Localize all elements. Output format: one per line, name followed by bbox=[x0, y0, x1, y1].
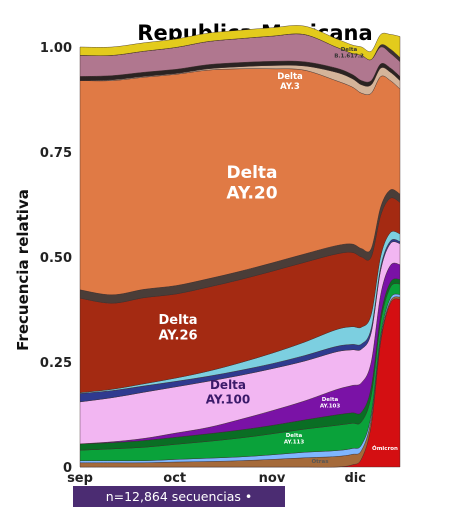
x-tick-label: nov bbox=[259, 471, 286, 486]
x-tick-label: sep bbox=[67, 471, 93, 486]
y-axis-label: Frecuencia relativa bbox=[14, 189, 32, 351]
y-tick-label: 0 bbox=[63, 461, 72, 476]
area-label-ay20: Delta AY.20 bbox=[226, 163, 277, 203]
area-label-otras: Otras bbox=[311, 459, 329, 465]
area-label-omicron: Ómicron bbox=[372, 445, 398, 452]
y-tick-label: 0.75 bbox=[40, 146, 72, 161]
sample-count-banner: n=12,864 secuencias • bbox=[73, 486, 285, 507]
y-tick-label: 1.00 bbox=[40, 41, 72, 56]
y-tick-label: 0.50 bbox=[40, 251, 72, 266]
y-tick-label: 0.25 bbox=[40, 356, 72, 371]
y-axis-ticks: 0 0.25 0.50 0.75 1.00 bbox=[40, 41, 72, 476]
area-label-ay100: Delta AY.100 bbox=[206, 378, 250, 406]
x-tick-label: dic bbox=[344, 471, 365, 486]
area-label-ay103: Delta AY.103 bbox=[320, 397, 341, 410]
area-labels: Delta AY.20 Delta AY.26 Delta AY.100 Delta AY.3… bbox=[158, 47, 398, 465]
area-label-ay3: Delta AY.3 bbox=[277, 72, 303, 92]
area-label-ay113: Delta AY.113 bbox=[284, 433, 305, 446]
area-series-16 bbox=[79, 25, 401, 61]
stacked-areas bbox=[79, 25, 401, 468]
x-axis-ticks: sep oct nov dic bbox=[67, 471, 366, 486]
area-label-ay26: Delta AY.26 bbox=[158, 313, 197, 344]
area-label-b1617: Delta B.1.617.2 bbox=[334, 47, 364, 60]
x-tick-label: oct bbox=[163, 471, 186, 486]
